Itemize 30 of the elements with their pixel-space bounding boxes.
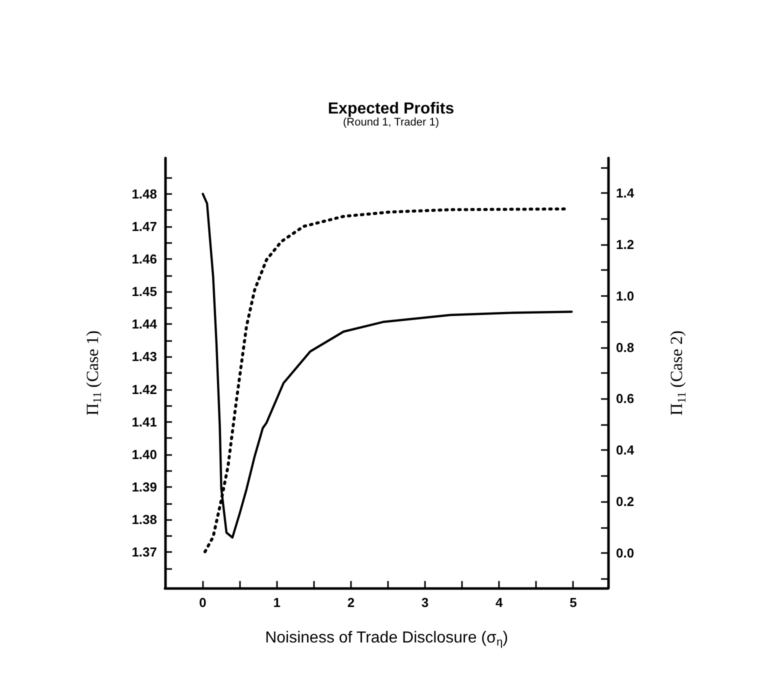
x-tick-label: 1 (273, 595, 280, 610)
y-tick-label: 1.38 (132, 512, 157, 528)
y2-tick-label: 1.2 (616, 236, 634, 252)
y-tick-label: 1.42 (132, 382, 157, 397)
y2-tick-label: 0.8 (616, 340, 634, 355)
chart-subtitle: (Round 1, Trader 1) (343, 116, 439, 128)
y-tick-label: 1.40 (132, 446, 157, 462)
chart-title: Expected Profits (328, 100, 454, 118)
y-tick-label: 1.47 (132, 218, 157, 234)
x-tick-label: 4 (495, 595, 504, 610)
y-tick-label: 1.46 (132, 251, 157, 266)
y-tick-label: 1.37 (132, 544, 157, 560)
y2-tick-label: 0.4 (616, 442, 635, 458)
y2-tick-label: 0.2 (616, 494, 634, 510)
x-tick-label: 0 (199, 595, 206, 610)
x-tick-label: 3 (421, 595, 429, 610)
y2-tick-label: 1.4 (616, 185, 635, 200)
y2-tick-label: 1.0 (616, 288, 634, 304)
y2-axis-title: Π11 (Case 2) (667, 330, 688, 416)
y-tick-label: 1.41 (132, 414, 157, 430)
y-tick-label: 1.48 (132, 186, 157, 202)
y-tick-label: 1.44 (132, 316, 158, 332)
y2-tick-label: 0.0 (616, 546, 634, 561)
y2-tick-label: 0.6 (616, 391, 634, 406)
y-axis-title: Π11 (Case 1) (82, 330, 104, 416)
y-tick-label: 1.43 (132, 349, 157, 364)
x-tick-label: 2 (347, 595, 355, 610)
y-tick-label: 1.39 (132, 480, 157, 495)
x-tick-label: 5 (570, 595, 577, 610)
y-tick-label: 1.45 (132, 284, 157, 300)
